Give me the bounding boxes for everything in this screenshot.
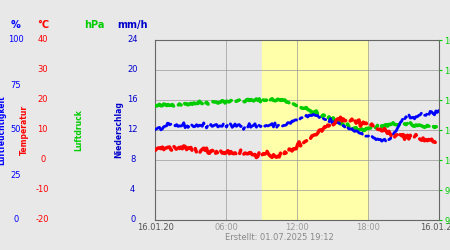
Text: 25: 25 [10,170,21,179]
Text: 12: 12 [127,126,138,134]
Text: 50: 50 [10,126,21,134]
Text: 8: 8 [130,156,135,164]
Text: 100: 100 [8,36,23,44]
Text: -20: -20 [36,216,50,224]
Text: 24: 24 [127,36,138,44]
Text: 40: 40 [37,36,48,44]
Text: -10: -10 [36,186,50,194]
Text: %: % [11,20,21,30]
Text: 10: 10 [37,126,48,134]
Text: 16: 16 [127,96,138,104]
Text: 4: 4 [130,186,135,194]
Text: 0: 0 [130,216,135,224]
Text: °C: °C [37,20,49,30]
Text: 0: 0 [40,156,45,164]
Text: 75: 75 [10,80,21,90]
Text: Temperatur: Temperatur [20,105,29,155]
Text: Niederschlag: Niederschlag [115,102,124,158]
Text: hPa: hPa [84,20,105,30]
Text: Luftfeuchtigkeit: Luftfeuchtigkeit [0,95,7,165]
Text: 20: 20 [37,96,48,104]
Text: Erstellt: 01.07.2025 19:12: Erstellt: 01.07.2025 19:12 [225,234,333,242]
Text: mm/h: mm/h [117,20,148,30]
Text: 30: 30 [37,66,48,74]
Text: 0: 0 [13,216,18,224]
Text: 20: 20 [127,66,138,74]
Bar [261,40,368,220]
Text: Luftdruck: Luftdruck [74,109,83,151]
